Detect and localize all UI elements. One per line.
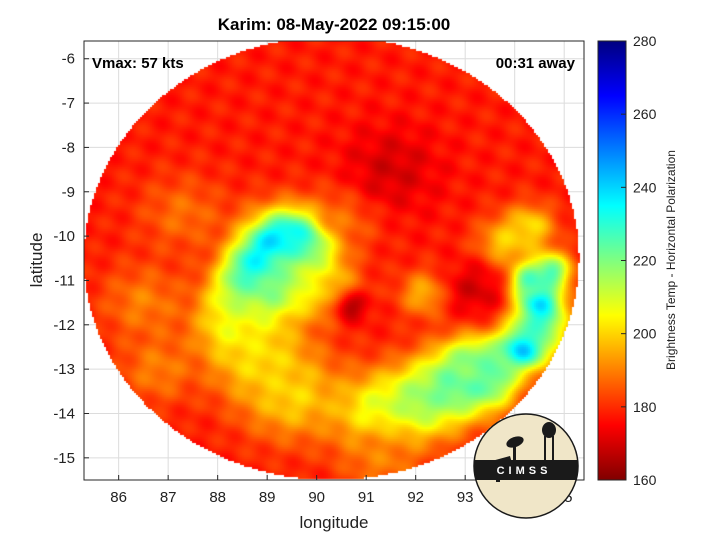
x-tick-label: 87 bbox=[160, 489, 177, 506]
x-tick-label: 92 bbox=[407, 489, 424, 506]
y-axis-ticks: -6 -7 -8 -9 -10 -11 -12 -13 -14 -15 bbox=[53, 51, 89, 467]
y-tick-label: -11 bbox=[54, 272, 75, 289]
colorbar-tick-label: 160 bbox=[633, 472, 657, 488]
swath-group bbox=[84, 41, 584, 480]
colorbar-tick-label: 200 bbox=[633, 326, 657, 342]
y-tick-label: -13 bbox=[53, 361, 75, 378]
x-tick-label: 91 bbox=[358, 489, 375, 506]
colorbar-tick-label: 220 bbox=[633, 253, 657, 269]
x-tick-label: 86 bbox=[110, 489, 127, 506]
chart-title: Karim: 08-May-2022 09:15:00 bbox=[218, 15, 450, 34]
plot-frame bbox=[83, 40, 585, 481]
y-tick-label: -6 bbox=[62, 51, 75, 68]
y-tick-label: -8 bbox=[62, 139, 75, 156]
x-tick-label: 89 bbox=[259, 489, 276, 506]
y-tick-label: -9 bbox=[62, 184, 75, 201]
water-tower-icon bbox=[542, 422, 556, 438]
x-tick-label: 88 bbox=[209, 489, 226, 506]
colorbar-tick-label: 240 bbox=[633, 179, 657, 195]
y-tick-label: -10 bbox=[53, 228, 75, 245]
brightness-temp-heatmap bbox=[84, 41, 584, 480]
colorbar-label: Brightness Temp - Horizontal Polarizatio… bbox=[664, 150, 678, 370]
logo-band bbox=[474, 460, 578, 480]
x-tick-label: 93 bbox=[457, 489, 474, 506]
time-offset-annotation: 00:31 away bbox=[496, 55, 576, 72]
logo-text: CIMSS bbox=[497, 465, 552, 477]
y-tick-label: -15 bbox=[53, 450, 75, 467]
colorbar-tick-label: 280 bbox=[633, 33, 657, 49]
y-tick-label: -7 bbox=[62, 95, 75, 112]
y-tick-label: -12 bbox=[53, 317, 75, 334]
colorbar-tick-label: 180 bbox=[633, 399, 657, 415]
colorbar-tick-label: 260 bbox=[633, 106, 657, 122]
cimss-logo: CIMSS bbox=[473, 413, 579, 519]
y-axis-label: latitude bbox=[27, 233, 46, 288]
x-tick-label: 90 bbox=[308, 489, 325, 506]
x-axis-label: longitude bbox=[299, 513, 368, 532]
y-tick-label: -14 bbox=[53, 405, 75, 422]
vmax-annotation: Vmax: 57 kts bbox=[92, 55, 184, 72]
colorbar-ticks: 160 180 200 220 240 260 280 bbox=[621, 33, 657, 488]
